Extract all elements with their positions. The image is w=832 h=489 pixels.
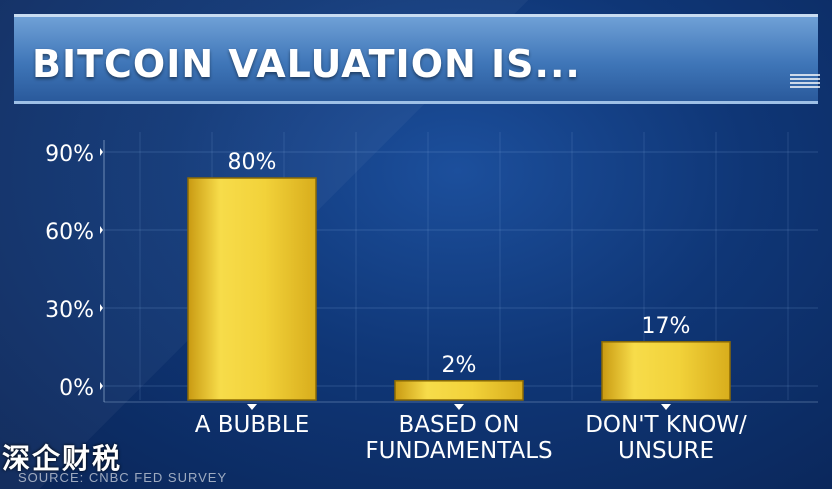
category-label: BASED ON bbox=[399, 412, 520, 438]
tick-mark bbox=[100, 304, 103, 312]
y-tick-label: 90% bbox=[45, 142, 94, 167]
y-tick-label: 30% bbox=[45, 298, 94, 323]
chart-title: BITCOIN VALUATION IS... bbox=[32, 42, 581, 86]
x-tick-mark bbox=[661, 404, 671, 410]
bar-value-label: 80% bbox=[228, 150, 277, 175]
x-tick-mark bbox=[454, 404, 464, 410]
category-label: UNSURE bbox=[618, 438, 714, 464]
category-label: DON'T KNOW/ bbox=[585, 412, 747, 438]
bar-value-label: 2% bbox=[442, 353, 477, 378]
category-label: FUNDAMENTALS bbox=[365, 438, 552, 464]
category-label: A BUBBLE bbox=[195, 412, 310, 438]
x-tick-mark bbox=[247, 404, 257, 410]
stripes-decoration bbox=[790, 74, 820, 90]
tick-mark bbox=[100, 148, 103, 156]
bar bbox=[394, 380, 524, 401]
source-note: SOURCE: CNBC FED SURVEY bbox=[18, 470, 228, 485]
y-tick-label: 0% bbox=[59, 376, 94, 401]
bar bbox=[601, 341, 731, 401]
tick-mark bbox=[100, 382, 103, 390]
y-axis: 0% 30% 60% 90% bbox=[45, 140, 818, 403]
bar-value-label: 17% bbox=[642, 314, 691, 339]
title-bar bbox=[14, 14, 818, 104]
bar bbox=[187, 177, 317, 401]
bars bbox=[187, 177, 731, 401]
y-tick-label: 60% bbox=[45, 220, 94, 245]
watermark-logo: 深企财税 bbox=[2, 442, 123, 475]
tick-mark bbox=[100, 226, 103, 234]
